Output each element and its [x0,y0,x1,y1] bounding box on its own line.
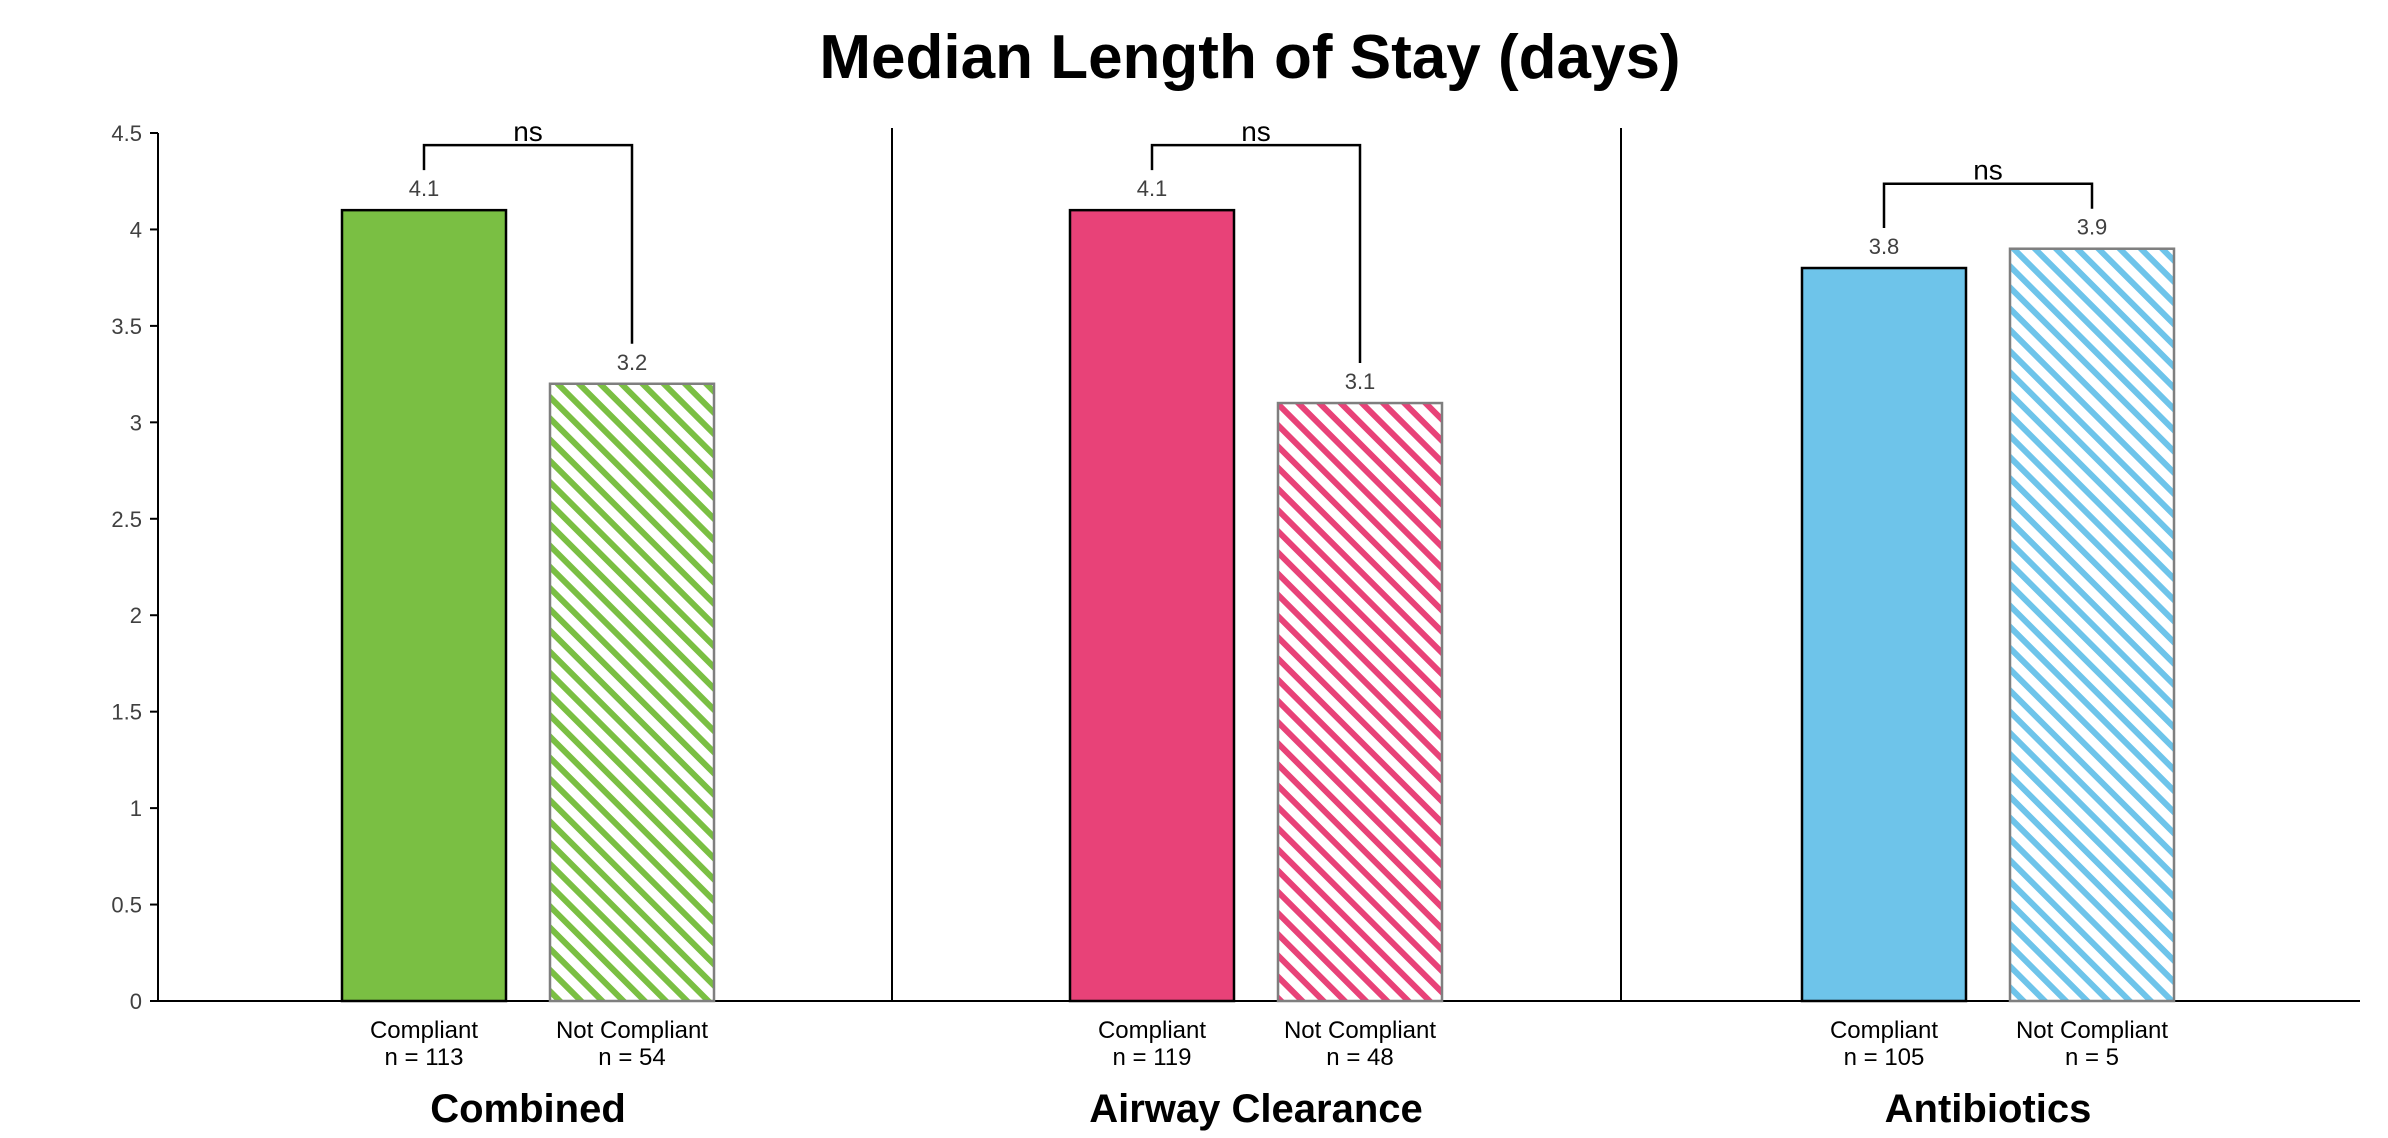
bar-compliant [1800,266,1968,1003]
sample-size-label: n = 5 [2065,1044,2119,1071]
y-tick-label: 1 [130,796,142,821]
sample-size-label: n = 119 [1113,1044,1192,1071]
group-label: Airway Clearance [1089,1087,1423,1131]
bar-not-compliant [548,382,716,1003]
category-label: Not Compliant [2016,1017,2168,1044]
group-label: Combined [430,1087,626,1131]
y-tick-label: 3.5 [111,314,142,339]
significance-label: ns [1973,155,2003,186]
bar-not-compliant [2008,247,2176,1003]
category-label: Compliant [1830,1017,1938,1044]
significance-bracket [422,143,634,344]
data-label: 3.9 [2077,215,2108,240]
group-label: Antibiotics [1885,1087,2092,1131]
category-label: Not Compliant [1284,1017,1436,1044]
y-tick-label: 2.5 [111,507,142,532]
bar-compliant [1068,208,1236,1003]
y-tick-label: 0.5 [111,893,142,918]
y-tick-label: 2 [130,603,142,628]
sample-size-label: n = 105 [1844,1044,1925,1071]
data-label: 3.1 [1345,369,1376,394]
significance-bracket [1882,182,2094,229]
y-tick-label: 4.5 [111,121,142,146]
data-label: 4.1 [409,176,440,201]
bar-not-compliant [1276,401,1444,1003]
y-tick-label: 3 [130,410,142,435]
bar-compliant [340,208,508,1003]
y-tick-label: 4 [130,217,142,242]
data-label: 4.1 [1137,176,1168,201]
category-label: Compliant [370,1017,478,1044]
data-label: 3.2 [617,350,648,375]
category-label: Not Compliant [556,1017,708,1044]
sample-size-label: n = 113 [385,1044,464,1071]
y-tick-label: 1.5 [111,700,142,725]
category-label: Compliant [1098,1017,1206,1044]
sample-size-label: n = 54 [598,1044,665,1071]
y-tick-label: 0 [130,989,142,1014]
sample-size-label: n = 48 [1326,1044,1393,1071]
significance-label: ns [513,116,543,147]
significance-label: ns [1241,116,1271,147]
data-label: 3.8 [1869,234,1900,259]
chart-title: Median Length of Stay (days) [819,23,1680,92]
significance-bracket [1150,143,1362,364]
